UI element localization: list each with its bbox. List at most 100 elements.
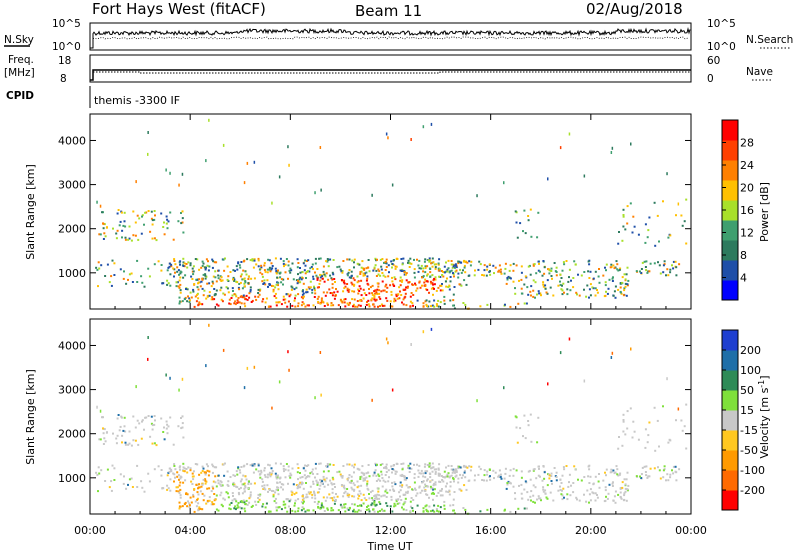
power-echo (486, 268, 489, 271)
velocity-echo (425, 493, 428, 496)
power-echo (375, 298, 378, 301)
velocity-echo (302, 497, 305, 500)
velocity-echo-sparse (222, 348, 225, 352)
velocity-echo (555, 471, 558, 474)
power-echo (253, 277, 256, 280)
power-echo (233, 302, 236, 305)
nsearch-tick-bottom: 10^0 (707, 41, 736, 53)
nave-tick-bottom: 0 (707, 73, 714, 85)
power-echo (360, 279, 363, 282)
power-echo (618, 231, 620, 233)
power-echo (611, 277, 614, 280)
power-echo (405, 286, 408, 289)
power-echo (220, 280, 223, 282)
power-echo (208, 265, 211, 268)
velocity-echo (176, 486, 179, 489)
velocity-echo (455, 474, 458, 477)
power-echo (257, 295, 260, 298)
velocity-echo (184, 479, 187, 482)
power-echo (302, 297, 304, 300)
velocity-echo (204, 473, 207, 476)
velocity-echo (450, 468, 453, 471)
velocity-echo (314, 494, 316, 497)
power-echo (559, 273, 562, 276)
power-colorbar-segment (722, 220, 738, 241)
velocity-echo (410, 467, 413, 470)
velocity-echo (624, 483, 627, 486)
velocity-echo-sparse (320, 393, 322, 397)
power-echo (233, 278, 236, 281)
power-echo (431, 257, 434, 260)
velocity-echo (429, 476, 432, 479)
velocity-echo (343, 492, 346, 495)
power-echo (330, 302, 333, 304)
power-echo (321, 300, 324, 303)
velocity-echo (647, 475, 650, 478)
power-echo (449, 299, 452, 302)
velocity-echo (167, 487, 170, 490)
velocity-echo (371, 489, 374, 492)
velocity-echo (421, 489, 423, 492)
power-echo (208, 282, 211, 285)
power-echo (538, 262, 540, 265)
power-echo (439, 289, 442, 292)
velocity-echo (492, 469, 495, 472)
power-echo (448, 271, 451, 274)
power-echo (318, 286, 320, 289)
velocity-echo (98, 438, 101, 441)
power-echo (262, 298, 265, 301)
power-echo (626, 266, 629, 269)
power-echo (289, 293, 292, 296)
velocity-echo (529, 413, 532, 416)
velocity-echo (228, 507, 231, 510)
velocity-echo (363, 473, 366, 476)
power-echo (527, 215, 530, 217)
power-echo (234, 303, 237, 306)
velocity-echo (127, 483, 129, 486)
power-echo (201, 265, 204, 267)
velocity-echo (261, 485, 264, 488)
velocity-echo (214, 498, 217, 501)
velocity-echo-sparse (243, 386, 246, 390)
power-echo (423, 260, 426, 263)
power-echo (102, 227, 105, 230)
power-echo (409, 257, 412, 260)
velocity-echo (448, 493, 451, 496)
power-echo (212, 282, 215, 285)
power-echo (424, 267, 427, 270)
velocity-echo (362, 477, 365, 480)
power-echo (350, 270, 353, 273)
power-echo (440, 270, 443, 272)
nsky-noise-trace (90, 27, 691, 49)
power-echo (441, 289, 444, 292)
power-echo (192, 270, 195, 273)
power-echo (359, 273, 362, 275)
nsky-tick-top: 10^5 (52, 18, 81, 30)
power-echo (188, 299, 191, 302)
velocity-echo (211, 463, 214, 466)
power-echo (274, 292, 277, 295)
velocity-echo (145, 416, 148, 419)
power-echo (170, 265, 173, 268)
power-echo (309, 286, 312, 289)
cpid-label: CPID (6, 90, 34, 102)
power-echo (346, 273, 349, 276)
power-echo (617, 242, 620, 245)
power-echo (296, 266, 299, 269)
power-echo (527, 265, 530, 268)
freq-trace (90, 69, 691, 81)
velocity-echo-sparse (135, 385, 137, 389)
power-echo (483, 269, 486, 272)
velocity-ytick-label: 3000 (58, 384, 86, 397)
power-echo (478, 260, 481, 263)
velocity-echo (119, 473, 122, 476)
velocity-echo (645, 474, 648, 477)
velocity-echo (316, 482, 319, 485)
power-echo (338, 265, 341, 268)
power-echo (275, 297, 278, 299)
power-echo (436, 304, 439, 307)
velocity-echo (425, 508, 428, 511)
velocity-echo (310, 471, 313, 473)
power-echo (653, 201, 656, 204)
nsky-frame (89, 22, 692, 51)
